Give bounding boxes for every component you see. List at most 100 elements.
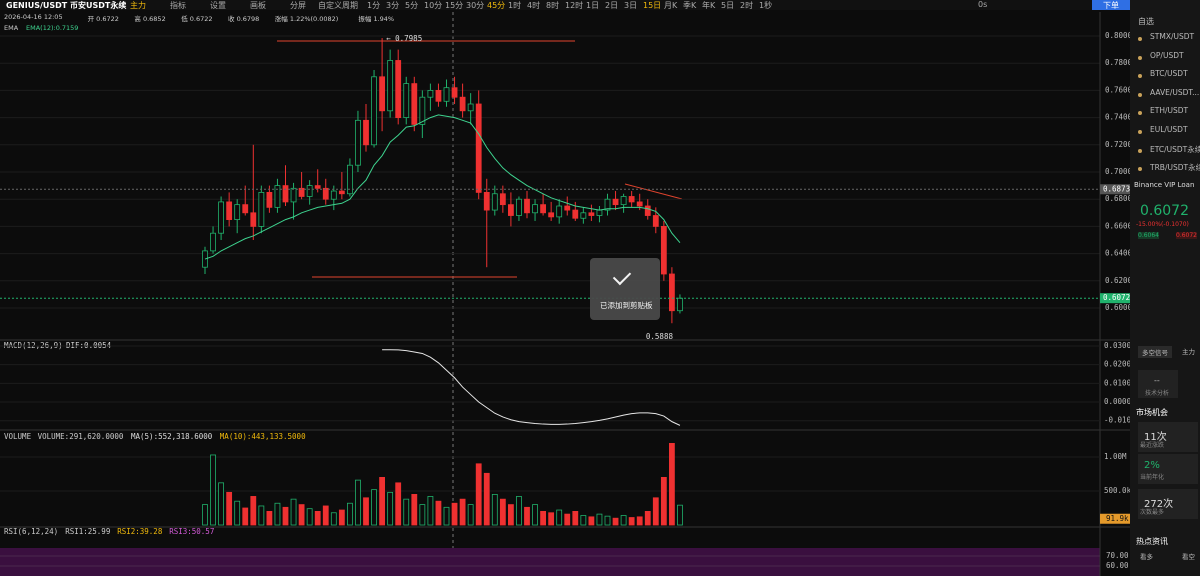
candle-body [612, 198, 619, 206]
candle-body [540, 204, 546, 214]
interval[interactable]: 2日 [605, 1, 619, 10]
interval[interactable]: 2时 [740, 1, 754, 10]
tool[interactable]: 画板 [250, 1, 266, 10]
volume-bar [298, 504, 305, 526]
tool[interactable]: 主力 [130, 1, 146, 10]
interval[interactable]: 15日 [643, 1, 662, 10]
symbol[interactable]: GENIUS/USDT 币安USDT永续 [6, 1, 127, 10]
y-tick-label: 0.6800 [1105, 194, 1130, 203]
volume-bar [371, 489, 377, 526]
stat: 272次 [1144, 499, 1174, 510]
watch-item[interactable]: ETC/USDT永续 [1150, 144, 1200, 154]
candle-body [483, 191, 490, 211]
tab: 自选 [1138, 17, 1154, 26]
watch-item[interactable]: EUL/USDT [1150, 125, 1188, 134]
volume-label: MA(10):443,133.5000 [220, 432, 306, 441]
custom-period[interactable]: 自定义周期 [318, 1, 358, 10]
volume-bar [564, 513, 571, 526]
check-icon [612, 266, 632, 286]
volume-label: VOLUME:291,620.0000 [38, 432, 124, 441]
candle-body [628, 196, 635, 203]
rsi-zone [0, 548, 1100, 576]
interval[interactable]: 10分 [424, 1, 443, 10]
candle-body [644, 205, 651, 216]
candle-body [604, 198, 611, 211]
interval[interactable]: 15分 [445, 1, 464, 10]
volume-bar [218, 482, 225, 526]
volume-bar [202, 504, 208, 526]
watch-dot [1138, 111, 1142, 116]
volume-bar [620, 515, 627, 526]
interval[interactable]: 45分 [487, 1, 506, 10]
watch-item[interactable]: STMX/USDT [1150, 32, 1195, 41]
y-tick-label: 0.0100 [1104, 378, 1130, 387]
watch-item[interactable]: AAVE/USDT... [1150, 87, 1200, 97]
volume-bar [234, 500, 241, 526]
candle-body [338, 190, 345, 195]
candle-body [669, 273, 675, 312]
volume-bar [669, 442, 675, 526]
y-tick-label: 0.7800 [1105, 58, 1130, 67]
volume-bar [346, 502, 353, 526]
interval[interactable]: 1分 [367, 1, 381, 10]
interval[interactable]: 3日 [624, 1, 638, 10]
candle-body [387, 60, 394, 112]
watch-dot [1138, 148, 1142, 153]
volume-bar [588, 516, 595, 526]
volume-bar [677, 504, 683, 526]
interval[interactable]: 12时 [565, 1, 584, 10]
y-tick-label: 1.00M [1104, 452, 1127, 461]
candle-body [660, 225, 667, 275]
interval[interactable]: 4时 [527, 1, 541, 10]
candle-body [435, 90, 442, 102]
order-button[interactable]: 下单 [1092, 0, 1130, 10]
main-tab[interactable]: 主力 [1182, 348, 1195, 356]
tool[interactable]: 指标 [170, 1, 186, 10]
volume-bar [548, 512, 555, 526]
interval[interactable]: 月K [664, 1, 678, 10]
dash: -- [1154, 376, 1160, 385]
interval[interactable]: 30分 [466, 1, 485, 10]
watch-item[interactable]: BTC/USDT [1150, 69, 1188, 79]
candle-body [499, 193, 506, 206]
tool[interactable]: 分屏 [290, 1, 306, 10]
interval[interactable]: 5日 [721, 1, 735, 10]
volume-bar [612, 517, 619, 526]
watch-item[interactable]: TRB/USDT永续 [1150, 163, 1200, 173]
interval[interactable]: 1时 [508, 1, 522, 10]
candle-body [524, 198, 530, 214]
candle-body [330, 190, 337, 200]
price-tag [1100, 293, 1130, 304]
y-tick-label: 0.0300 [1104, 341, 1130, 350]
volume-bar [636, 516, 643, 526]
interval[interactable]: 季K [683, 1, 697, 10]
interval[interactable]: 8时 [546, 1, 560, 10]
volume-bar [322, 505, 329, 526]
volume-tag-label: 91.9k [1106, 514, 1129, 523]
volume-bar [226, 491, 233, 526]
candle-body [290, 187, 297, 203]
interval[interactable]: 1日 [586, 1, 600, 10]
candle-body [491, 193, 498, 211]
tool[interactable]: 设置 [210, 1, 226, 10]
y-tick-label: 0.7600 [1105, 85, 1130, 94]
candle-body [507, 204, 514, 216]
watch-item[interactable]: OP/USDT [1150, 50, 1184, 60]
interval[interactable]: 5分 [405, 1, 419, 10]
volume-bar [467, 504, 474, 526]
ema-name: EMA [4, 24, 19, 32]
signal-tab[interactable]: 多空信号 [1138, 346, 1172, 358]
interval[interactable]: 3分 [386, 1, 400, 10]
volume-bar [660, 476, 667, 526]
candle-body [677, 297, 683, 312]
candle-body [411, 83, 418, 125]
watch-dot [1138, 92, 1142, 97]
interval[interactable]: 1秒 [759, 1, 773, 10]
candle-body [298, 187, 305, 197]
candle-body [516, 198, 522, 216]
ask: 0.6072 [1176, 232, 1197, 239]
watch-item[interactable]: ETH/USDT [1150, 106, 1189, 116]
interval[interactable]: 年K [702, 1, 716, 10]
volume-bar [338, 509, 345, 526]
